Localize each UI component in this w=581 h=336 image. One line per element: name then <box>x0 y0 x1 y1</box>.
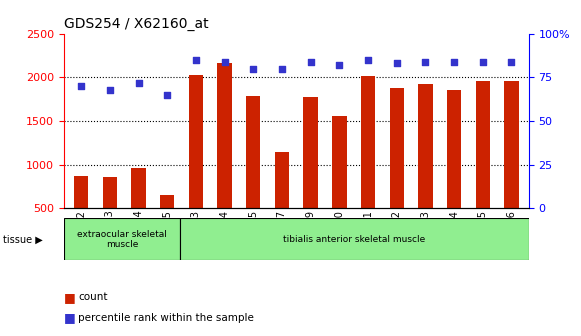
Point <box>478 59 487 64</box>
Point <box>191 57 200 62</box>
Bar <box>103 177 117 252</box>
Bar <box>389 88 404 252</box>
Point <box>507 59 516 64</box>
Point <box>450 59 459 64</box>
Point <box>77 83 86 89</box>
Point <box>105 87 114 92</box>
Bar <box>74 176 88 252</box>
Point <box>249 66 258 71</box>
Text: tibialis anterior skeletal muscle: tibialis anterior skeletal muscle <box>284 235 425 244</box>
Bar <box>160 195 174 252</box>
Point <box>134 80 143 85</box>
Text: extraocular skeletal
muscle: extraocular skeletal muscle <box>77 230 167 249</box>
Bar <box>64 218 180 260</box>
Point <box>163 92 172 97</box>
Text: tissue ▶: tissue ▶ <box>3 235 42 245</box>
Bar <box>504 81 519 252</box>
Text: count: count <box>78 292 108 302</box>
Text: percentile rank within the sample: percentile rank within the sample <box>78 312 254 323</box>
Point <box>335 62 344 68</box>
Bar <box>476 81 490 252</box>
Point <box>306 59 315 64</box>
Point <box>220 59 229 64</box>
Bar <box>361 76 375 252</box>
Bar <box>447 89 461 252</box>
Bar <box>418 84 433 252</box>
Point <box>363 57 372 62</box>
Bar <box>217 63 232 252</box>
Point <box>392 60 401 66</box>
Text: ■: ■ <box>64 291 76 304</box>
Bar <box>189 75 203 252</box>
Text: ■: ■ <box>64 311 76 324</box>
Bar <box>303 97 318 252</box>
Text: GDS254 / X62160_at: GDS254 / X62160_at <box>64 17 209 31</box>
Bar <box>180 218 529 260</box>
Bar <box>332 116 346 252</box>
Point <box>277 66 286 71</box>
Bar <box>275 153 289 252</box>
Bar <box>131 168 146 252</box>
Bar <box>246 96 260 252</box>
Point <box>421 59 430 64</box>
